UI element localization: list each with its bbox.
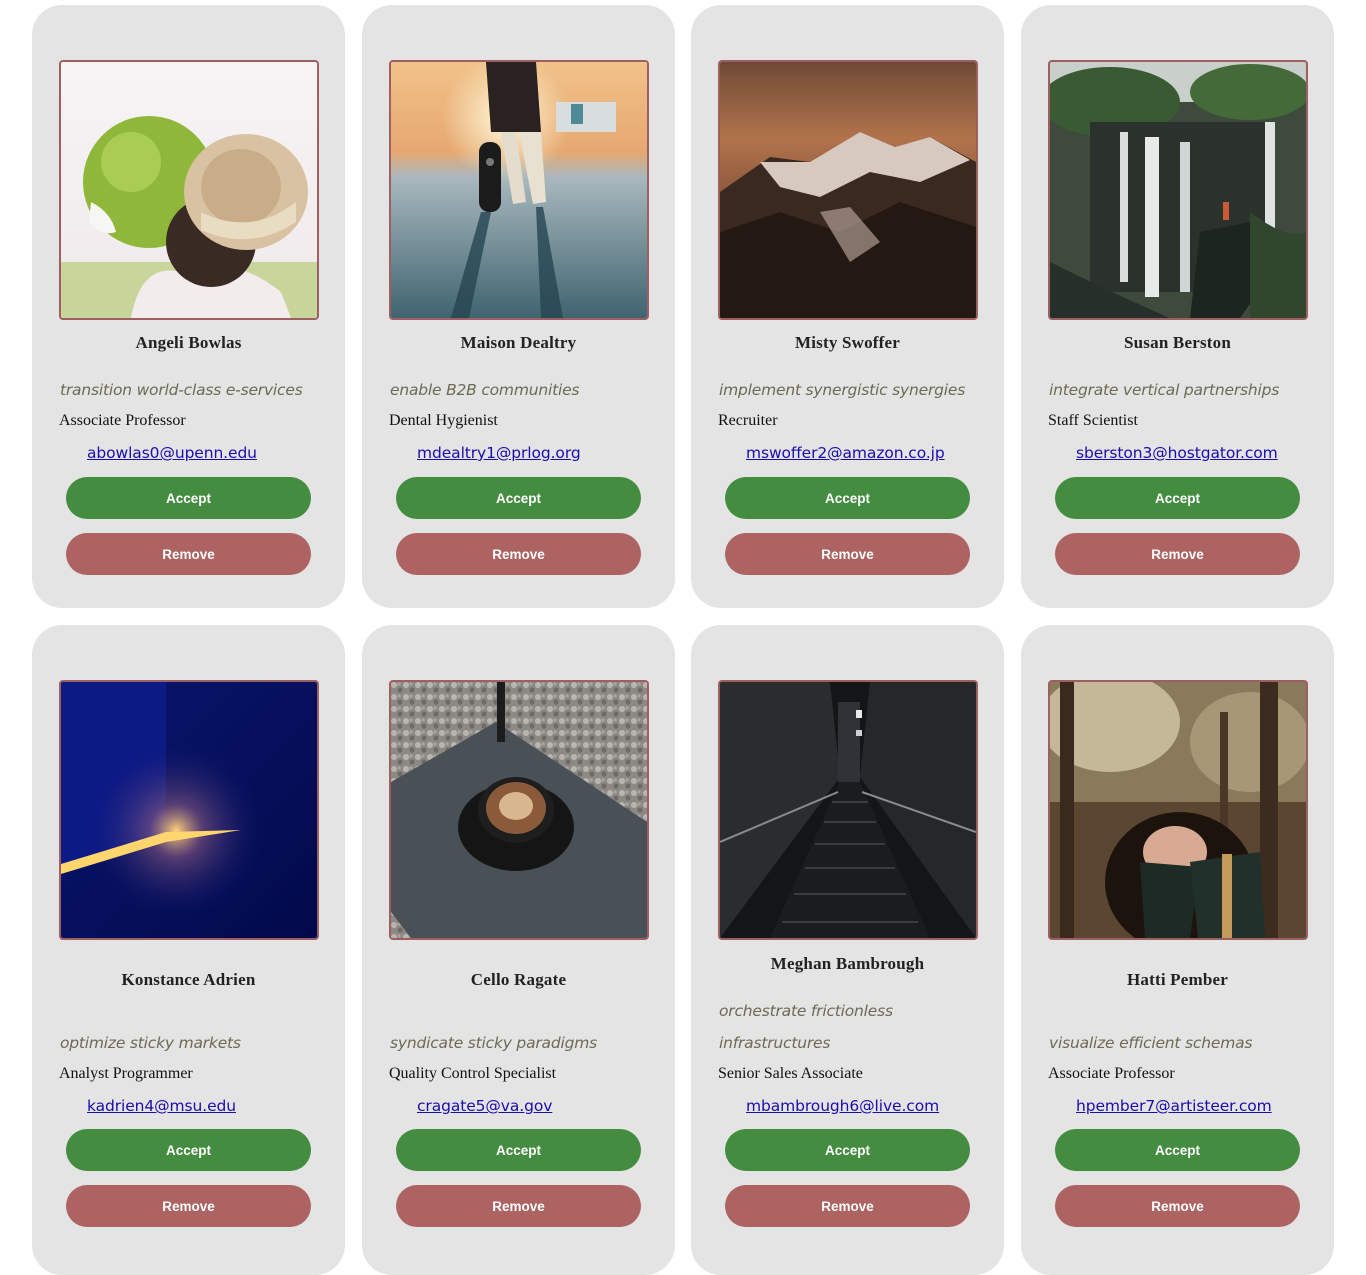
accept-button[interactable]: Accept (1055, 1129, 1300, 1171)
profile-card: Maison Dealtry enable B2B communities De… (362, 5, 675, 608)
profile-job-title: Quality Control Specialist (389, 1065, 557, 1082)
girl-with-hat-photo (59, 60, 319, 320)
profile-email-link[interactable]: mswoffer2@amazon.co.jp (746, 444, 945, 462)
profile-card: Cello Ragate syndicate sticky paradigms … (362, 625, 675, 1275)
profile-tagline: implement synergistic synergies (719, 381, 966, 399)
profile-tagline: enable B2B communities (390, 381, 580, 399)
profile-email-link[interactable]: mbambrough6@live.com (746, 1097, 940, 1115)
snowy-mountains-photo (718, 60, 978, 320)
profile-email-link[interactable]: kadrien4@msu.edu (87, 1097, 236, 1115)
profile-email-link[interactable]: mdealtry1@prlog.org (417, 444, 581, 462)
profile-name: Hatti Pember (1126, 970, 1229, 989)
profile-job-title: Staff Scientist (1048, 412, 1138, 429)
accept-button[interactable]: Accept (66, 477, 311, 519)
remove-button[interactable]: Remove (66, 1185, 311, 1227)
profile-job-title: Dental Hygienist (389, 412, 498, 429)
profile-email-link[interactable]: hpember7@artisteer.com (1076, 1097, 1272, 1115)
profile-job-title: Analyst Programmer (59, 1065, 193, 1082)
profile-job-title: Senior Sales Associate (718, 1065, 863, 1082)
accept-button[interactable]: Accept (1055, 477, 1300, 519)
profile-job-title: Associate Professor (59, 412, 186, 429)
profile-card: Meghan Bambrough orchestrate frictionles… (691, 625, 1004, 1275)
remove-button[interactable]: Remove (725, 533, 970, 575)
blue-light-photo (59, 680, 319, 940)
profile-card: Susan Berston integrate vertical partner… (1021, 5, 1334, 608)
remove-button[interactable]: Remove (725, 1185, 970, 1227)
waterfall-photo (1048, 60, 1308, 320)
remove-button[interactable]: Remove (1055, 533, 1300, 575)
accept-button[interactable]: Accept (396, 477, 641, 519)
profile-tagline: visualize efficient schemas (1049, 1034, 1253, 1052)
accept-button[interactable]: Accept (725, 1129, 970, 1171)
profile-name: Meghan Bambrough (770, 954, 925, 973)
skateboard-sunset-photo (389, 60, 649, 320)
coffee-cup-photo (389, 680, 649, 940)
remove-button[interactable]: Remove (1055, 1185, 1300, 1227)
profile-email-link[interactable]: sberston3@hostgator.com (1076, 444, 1278, 462)
profile-job-title: Associate Professor (1048, 1065, 1175, 1082)
remove-button[interactable]: Remove (396, 1185, 641, 1227)
remove-button[interactable]: Remove (396, 533, 641, 575)
accept-button[interactable]: Accept (396, 1129, 641, 1171)
remove-button[interactable]: Remove (66, 533, 311, 575)
profile-card: Angeli Bowlas transition world-class e-s… (32, 5, 345, 608)
profile-tagline: transition world-class e-services (60, 381, 303, 399)
profile-name: Susan Berston (1124, 333, 1231, 352)
profile-card: Konstance Adrien optimize sticky markets… (32, 625, 345, 1275)
dark-staircase-photo (718, 680, 978, 940)
profile-name: Angeli Bowlas (135, 333, 242, 352)
profile-email-link[interactable]: abowlas0@upenn.edu (87, 444, 257, 462)
profile-email-link[interactable]: cragate5@va.gov (417, 1097, 553, 1115)
profile-tagline: syndicate sticky paradigms (390, 1034, 598, 1052)
profile-tagline: orchestrate frictionless infrastructures (719, 1002, 893, 1052)
accept-button[interactable]: Accept (725, 477, 970, 519)
profile-tagline: optimize sticky markets (60, 1034, 241, 1052)
profile-job-title: Recruiter (718, 412, 778, 429)
accept-button[interactable]: Accept (66, 1129, 311, 1171)
profile-tagline: integrate vertical partnerships (1049, 381, 1280, 399)
profile-name: Cello Ragate (470, 970, 567, 989)
profile-name: Misty Swoffer (794, 333, 901, 352)
profile-name: Konstance Adrien (121, 970, 256, 989)
woman-reading-photo (1048, 680, 1308, 940)
profile-card: Hatti Pember visualize efficient schemas… (1021, 625, 1334, 1275)
profile-card: Misty Swoffer implement synergistic syne… (691, 5, 1004, 608)
profile-name: Maison Dealtry (460, 333, 577, 352)
